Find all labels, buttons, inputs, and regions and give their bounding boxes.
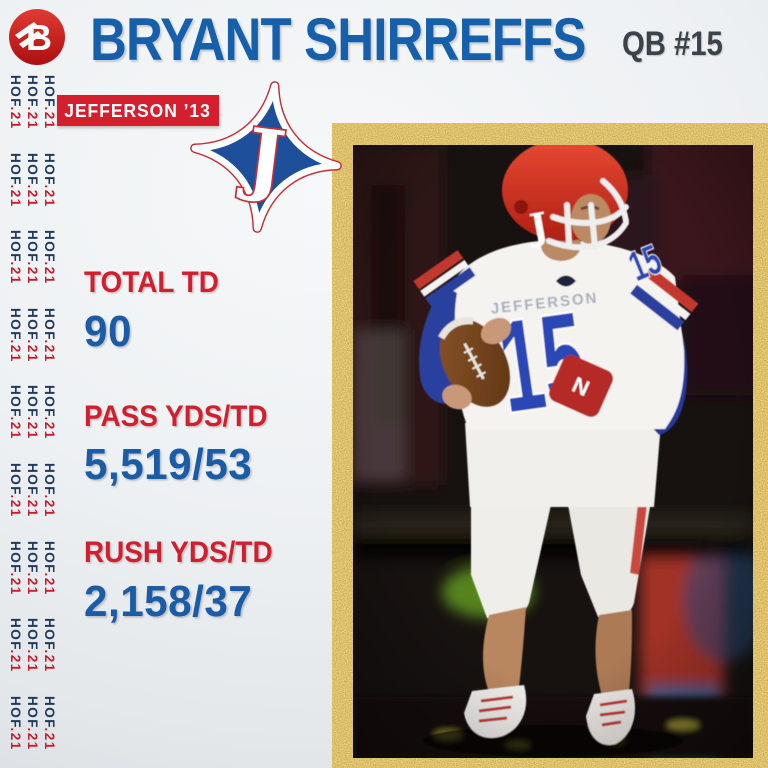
- photo-frame: JEFFERSON 15 15: [332, 123, 768, 768]
- position-badge: QB #15: [622, 25, 723, 63]
- hof-strip-column: HOF.21: [8, 307, 23, 363]
- diamond-j-icon: J: [190, 81, 342, 233]
- hof-strip-column: HOF.21: [42, 540, 57, 596]
- hof-strip-column: HOF.21: [8, 540, 23, 596]
- hof-strip-column: HOF.21: [25, 230, 40, 285]
- hof-strip-column: HOF.21: [25, 385, 40, 441]
- hof-strip-column: HOF.21: [25, 463, 40, 518]
- hof-strip: HOF.21 HOF.21 HOF.21 HOF.21 HOF.21 HOF.21 HOF.…: [0, 75, 70, 768]
- hof-strip-column: HOF.21: [42, 230, 57, 285]
- hof-strip-column: HOF.21: [8, 385, 23, 441]
- hof-strip-column: HOF.21: [25, 75, 40, 130]
- hof-strip-column: HOF.21: [8, 695, 23, 751]
- hof-strip-column: HOF.21: [42, 307, 57, 363]
- school-logo: J: [190, 81, 342, 233]
- page-title: BRYANT SHIRREFFS: [90, 6, 586, 73]
- hof-strip-column: HOF.21: [8, 230, 23, 285]
- hof-strip-column: HOF.21: [42, 385, 57, 441]
- hof-strip-column: HOF.21: [8, 618, 23, 673]
- hof-strip-column: HOF.21: [42, 463, 57, 518]
- hof-strip-column: HOF.21: [42, 618, 57, 673]
- class-year-label: JEFFERSON ’13: [64, 100, 212, 121]
- stat-value-rush: 2,158/37: [84, 577, 253, 626]
- hof-strip-column: HOF.21: [25, 307, 40, 363]
- stat-label-pass: PASS YDS/TD: [84, 400, 268, 433]
- hof-strip-column: HOF.21: [8, 75, 23, 130]
- hof-strip-column: HOF.21: [8, 152, 23, 208]
- hof-strip-column: HOF.21: [25, 152, 40, 208]
- player-photo: JEFFERSON 15 15: [353, 145, 753, 758]
- hof-strip-column: HOF.21: [42, 75, 57, 130]
- hof-strip-column: HOF.21: [42, 695, 57, 751]
- stat-label-rush: RUSH YDS/TD: [84, 536, 273, 569]
- stat-value-pass: 5,519/53: [84, 440, 253, 489]
- hof-strip-column: HOF.21: [25, 618, 40, 673]
- stat-label-total-td: TOTAL TD: [84, 266, 219, 299]
- brand-b-icon: B: [9, 9, 65, 65]
- brand-logo: B: [8, 8, 66, 66]
- hof-strip-column: HOF.21: [25, 540, 40, 596]
- class-year-badge: JEFFERSON ’13: [57, 95, 219, 126]
- stat-value-total-td: 90: [84, 307, 132, 356]
- hof-strip-column: HOF.21: [25, 695, 40, 751]
- hof-strip-column: HOF.21: [42, 152, 57, 208]
- hof-strip-column: HOF.21: [8, 463, 23, 518]
